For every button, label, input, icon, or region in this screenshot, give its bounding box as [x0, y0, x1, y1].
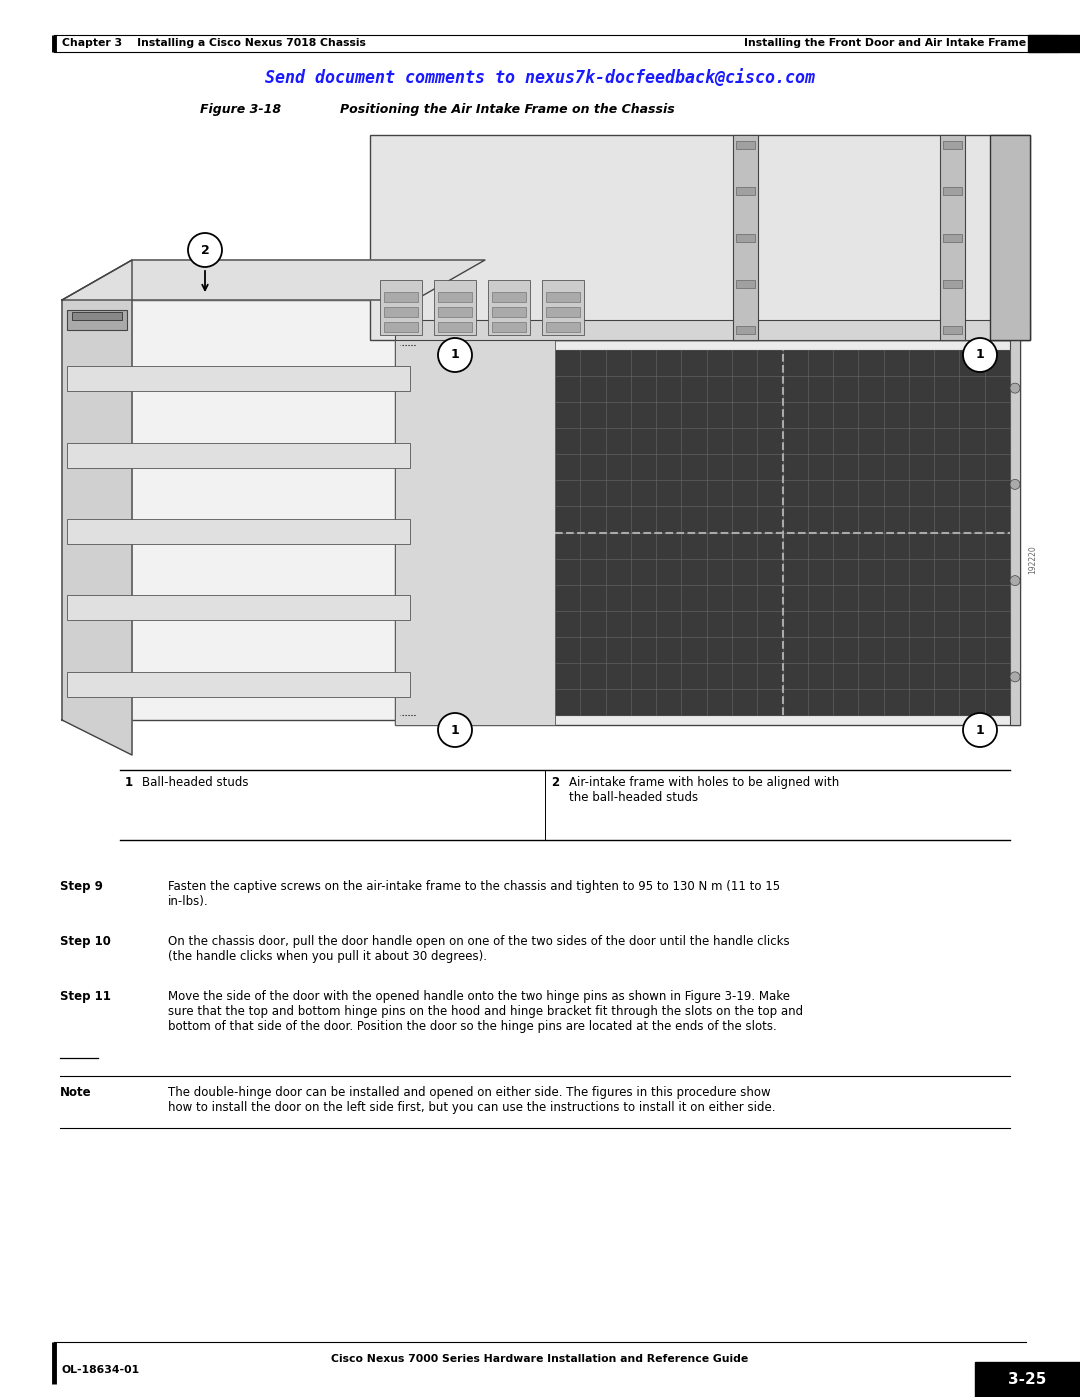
Text: Send document comments to nexus7k-docfeedback@cisco.com: Send document comments to nexus7k-docfee…: [265, 68, 815, 87]
Bar: [434, 279, 476, 335]
Bar: [735, 233, 755, 242]
Circle shape: [963, 712, 997, 747]
Bar: [735, 141, 755, 149]
Bar: [943, 326, 962, 334]
Circle shape: [1010, 479, 1020, 489]
Bar: [72, 312, 122, 320]
Polygon shape: [62, 260, 132, 754]
Text: Installing the Front Door and Air Intake Frame: Installing the Front Door and Air Intake…: [744, 38, 1026, 47]
Text: Cisco Nexus 7000 Series Hardware Installation and Reference Guide: Cisco Nexus 7000 Series Hardware Install…: [332, 1354, 748, 1363]
Text: Note: Note: [60, 1085, 92, 1099]
Bar: [492, 307, 526, 317]
Bar: [370, 136, 1030, 339]
Text: Step 10: Step 10: [60, 935, 111, 949]
Text: Ball-headed studs: Ball-headed studs: [141, 775, 248, 789]
Bar: [735, 187, 755, 196]
Text: 1: 1: [975, 348, 984, 362]
Bar: [1028, 35, 1080, 52]
Text: OL-18634-01: OL-18634-01: [62, 1365, 140, 1375]
Bar: [492, 321, 526, 332]
Bar: [395, 320, 1030, 339]
Bar: [555, 351, 1010, 715]
Bar: [546, 292, 580, 302]
Bar: [395, 339, 555, 725]
Bar: [542, 279, 584, 335]
Bar: [380, 279, 422, 335]
Bar: [943, 141, 962, 149]
Text: 1: 1: [450, 348, 459, 362]
Text: 3-25: 3-25: [1009, 1372, 1047, 1387]
Bar: [1010, 339, 1020, 725]
Bar: [395, 339, 1020, 725]
Text: Figure 3-18: Figure 3-18: [200, 103, 281, 116]
Circle shape: [1010, 383, 1020, 393]
Text: 192220: 192220: [1028, 546, 1038, 574]
Bar: [492, 292, 526, 302]
Text: 2: 2: [201, 243, 210, 257]
Bar: [940, 136, 966, 339]
Bar: [733, 136, 758, 339]
Bar: [67, 595, 410, 620]
Text: Move the side of the door with the opened handle onto the two hinge pins as show: Move the side of the door with the opene…: [168, 990, 804, 1032]
Bar: [384, 321, 418, 332]
Bar: [438, 292, 472, 302]
Text: Step 11: Step 11: [60, 990, 111, 1003]
Text: Fasten the captive screws on the air-intake frame to the chassis and tighten to : Fasten the captive screws on the air-int…: [168, 880, 780, 908]
Text: 1: 1: [125, 775, 133, 789]
Bar: [546, 307, 580, 317]
Bar: [488, 279, 530, 335]
Circle shape: [188, 233, 222, 267]
Text: Positioning the Air Intake Frame on the Chassis: Positioning the Air Intake Frame on the …: [340, 103, 675, 116]
Text: 1: 1: [450, 724, 459, 736]
Bar: [67, 672, 410, 697]
Text: Chapter 3    Installing a Cisco Nexus 7018 Chassis: Chapter 3 Installing a Cisco Nexus 7018 …: [62, 38, 366, 47]
Text: 2: 2: [551, 775, 559, 789]
Circle shape: [1010, 576, 1020, 585]
Bar: [67, 520, 410, 543]
Bar: [67, 310, 127, 330]
Bar: [384, 292, 418, 302]
Bar: [438, 307, 472, 317]
Bar: [384, 307, 418, 317]
Text: 1: 1: [975, 724, 984, 736]
Text: The double-hinge door can be installed and opened on either side. The figures in: The double-hinge door can be installed a…: [168, 1085, 775, 1113]
Circle shape: [963, 338, 997, 372]
Bar: [67, 366, 410, 391]
Bar: [54, 120, 1026, 740]
Bar: [546, 321, 580, 332]
Circle shape: [438, 712, 472, 747]
Bar: [67, 443, 410, 468]
Text: Step 9: Step 9: [60, 880, 103, 893]
Text: On the chassis door, pull the door handle open on one of the two sides of the do: On the chassis door, pull the door handl…: [168, 935, 789, 963]
Bar: [975, 1362, 1080, 1397]
Circle shape: [1010, 672, 1020, 682]
Polygon shape: [62, 260, 485, 300]
Text: Air-intake frame with holes to be aligned with
the ball-headed studs: Air-intake frame with holes to be aligne…: [569, 775, 839, 805]
Bar: [943, 233, 962, 242]
Bar: [943, 187, 962, 196]
Bar: [943, 279, 962, 288]
Bar: [990, 136, 1030, 339]
Bar: [735, 279, 755, 288]
Circle shape: [438, 338, 472, 372]
Bar: [62, 300, 415, 719]
Bar: [735, 326, 755, 334]
Bar: [438, 321, 472, 332]
